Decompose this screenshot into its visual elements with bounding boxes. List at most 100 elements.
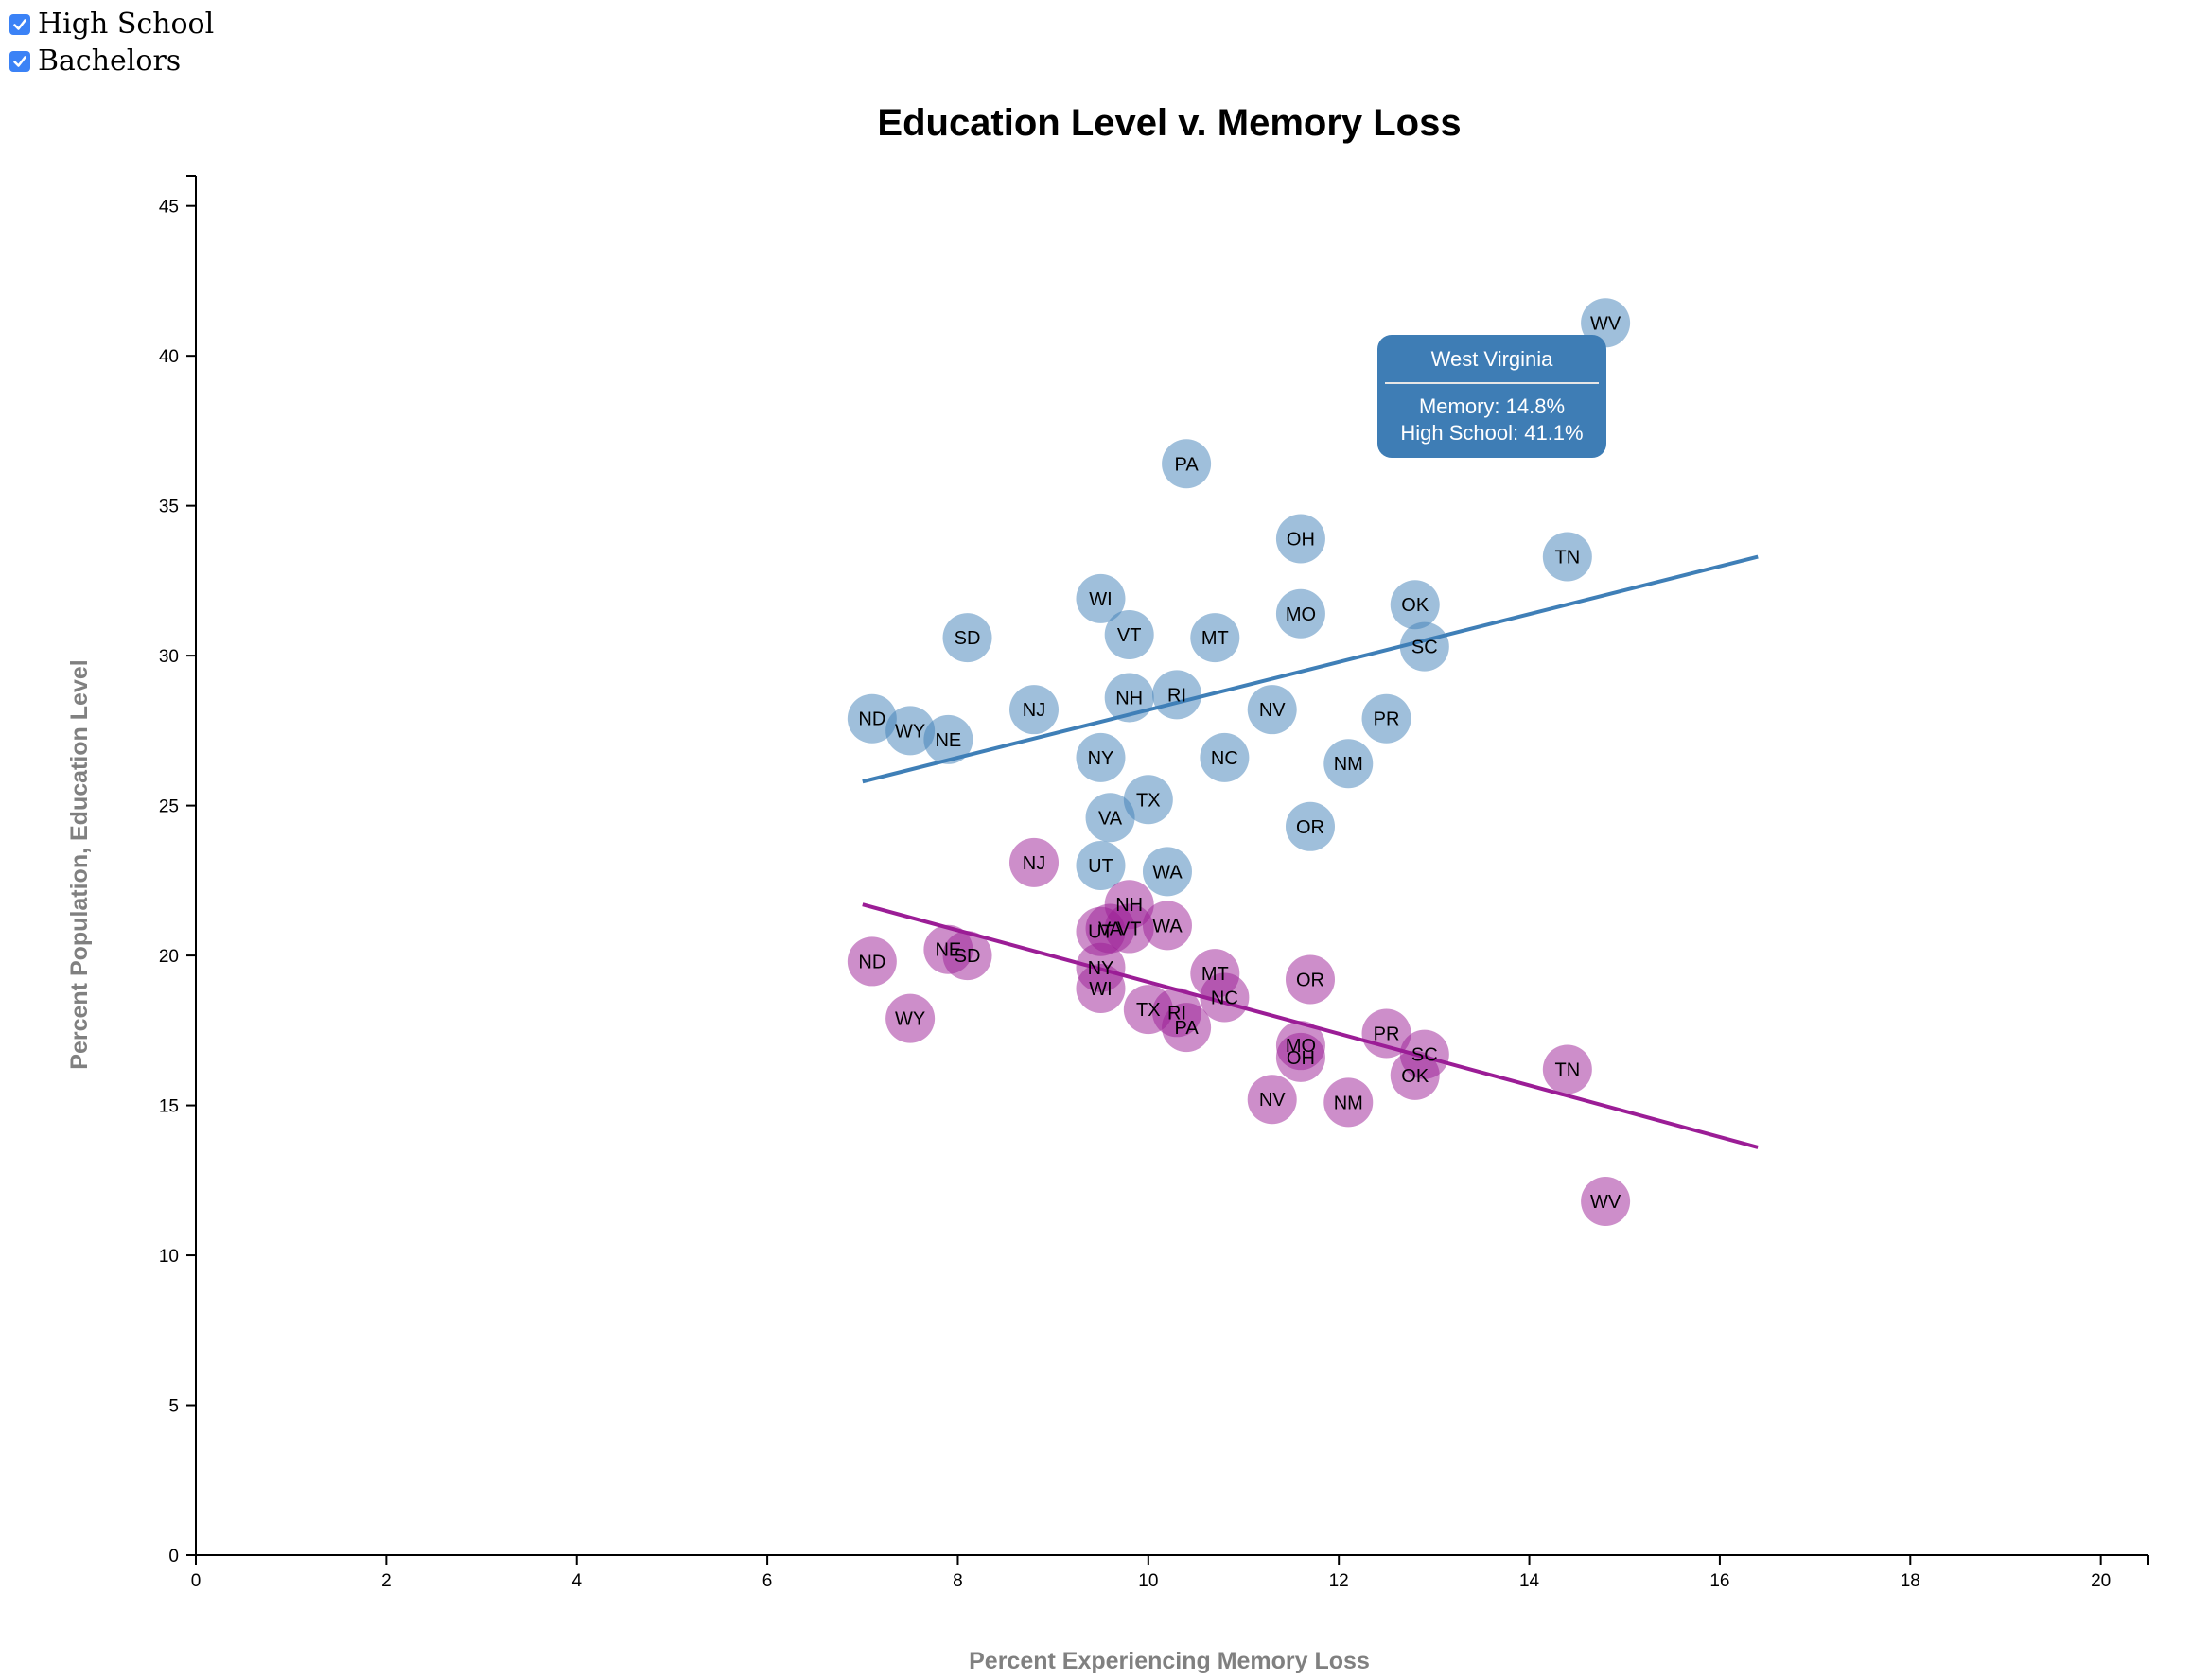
- point-bachelors-oh[interactable]: [1275, 1032, 1325, 1082]
- point-bachelors-ok[interactable]: [1390, 1050, 1440, 1100]
- y-axis-label: Percent Population, Education Level: [66, 659, 93, 1069]
- y-tick-label: 45: [159, 198, 179, 218]
- point-label: SD: [955, 946, 981, 967]
- point-label: NY: [1088, 958, 1114, 979]
- point-bachelors-nj[interactable]: [1009, 837, 1060, 887]
- point-bachelors-wv[interactable]: [1581, 1176, 1631, 1226]
- point-bachelors-ut[interactable]: [1076, 906, 1126, 956]
- point-label: WV: [1590, 1192, 1621, 1213]
- toggle-high-school-label: High School: [38, 8, 215, 41]
- x-tick-label: 16: [1709, 1571, 1729, 1591]
- y-tick-label: 10: [159, 1247, 179, 1267]
- point-high-school-wy[interactable]: [885, 706, 936, 756]
- point-high-school-ut[interactable]: [1076, 841, 1126, 890]
- point-label: NM: [1334, 754, 1363, 775]
- point-label: OK: [1401, 1066, 1429, 1087]
- x-tick-label: 2: [381, 1571, 392, 1591]
- point-high-school-oh[interactable]: [1275, 514, 1325, 564]
- point-label: MT: [1201, 628, 1229, 649]
- point-label: TX: [1136, 1000, 1161, 1021]
- point-high-school-nj[interactable]: [1009, 685, 1060, 735]
- point-high-school-pa[interactable]: [1162, 439, 1212, 489]
- y-tick-label: 15: [159, 1097, 179, 1117]
- point-label: WI: [1089, 979, 1112, 1000]
- toggle-high-school[interactable]: High School: [9, 6, 214, 43]
- point-high-school-tx[interactable]: [1123, 775, 1173, 825]
- point-label: VA: [1098, 919, 1123, 940]
- point-high-school-ri[interactable]: [1152, 670, 1202, 720]
- point-high-school-ny[interactable]: [1076, 732, 1126, 782]
- point-bachelors-nm[interactable]: [1323, 1077, 1374, 1128]
- series-toggle-panel: High School Bachelors: [9, 6, 214, 79]
- point-bachelors-or[interactable]: [1285, 954, 1335, 1005]
- point-label: NC: [1211, 748, 1238, 769]
- chart-title: Education Level v. Memory Loss: [877, 102, 1461, 144]
- point-high-school-ok[interactable]: [1390, 580, 1440, 630]
- point-label: SD: [955, 628, 981, 649]
- point-high-school-ne[interactable]: [923, 714, 973, 764]
- point-bachelors-nv[interactable]: [1247, 1075, 1297, 1125]
- point-high-school-mo[interactable]: [1275, 588, 1325, 639]
- point-label: PA: [1175, 454, 1200, 475]
- point-label: MT: [1201, 964, 1229, 985]
- point-label: NV: [1259, 1090, 1286, 1111]
- checkbox-checked-icon[interactable]: [9, 50, 30, 72]
- point-bachelors-wi[interactable]: [1076, 963, 1126, 1013]
- point-bachelors-pa[interactable]: [1162, 1003, 1212, 1053]
- point-label: OH: [1287, 530, 1315, 551]
- point-label: PA: [1175, 1018, 1200, 1039]
- point-bachelors-wa[interactable]: [1142, 901, 1192, 951]
- point-high-school-nc[interactable]: [1200, 732, 1250, 782]
- point-label: PR: [1374, 1024, 1400, 1044]
- x-tick-label: 14: [1519, 1571, 1540, 1591]
- point-bachelors-tn[interactable]: [1542, 1044, 1592, 1094]
- x-tick-label: 10: [1138, 1571, 1158, 1591]
- tooltip-value: High School: 41.1%: [1400, 421, 1584, 445]
- point-label: NH: [1115, 689, 1143, 709]
- point-label: SC: [1411, 1045, 1438, 1066]
- toggle-bachelors[interactable]: Bachelors: [9, 43, 214, 79]
- point-bachelors-pr[interactable]: [1361, 1008, 1411, 1059]
- point-label: NJ: [1023, 700, 1045, 721]
- point-high-school-sd[interactable]: [942, 613, 992, 663]
- point-label: MO: [1286, 1036, 1316, 1057]
- point-label: ND: [858, 709, 885, 730]
- point-high-school-nd[interactable]: [847, 693, 897, 744]
- point-high-school-pr[interactable]: [1361, 693, 1411, 744]
- series-high-school: WV PA OH TN WI OK MO SD VT MT SC NH RI NJ NV ND PR WY NE NY…: [847, 298, 1631, 897]
- x-tick-label: 8: [953, 1571, 963, 1591]
- tooltip-title: West Virginia: [1385, 346, 1599, 384]
- point-bachelors-sd[interactable]: [942, 931, 992, 981]
- point-label: RI: [1167, 1003, 1186, 1024]
- point-high-school-wi[interactable]: [1076, 573, 1126, 623]
- point-high-school-wa[interactable]: [1142, 847, 1192, 897]
- point-bachelors-nc[interactable]: [1200, 972, 1250, 1023]
- point-label: OK: [1401, 595, 1429, 616]
- point-bachelors-nd[interactable]: [847, 936, 897, 987]
- point-high-school-nm[interactable]: [1323, 739, 1374, 789]
- y-tick-label: 40: [159, 347, 179, 367]
- point-label: TN: [1554, 1060, 1580, 1081]
- point-label: WY: [895, 721, 925, 742]
- point-high-school-nh[interactable]: [1104, 673, 1154, 723]
- point-label: VT: [1117, 625, 1142, 646]
- checkbox-checked-icon[interactable]: [9, 13, 30, 35]
- point-label: WA: [1152, 862, 1183, 883]
- point-high-school-sc[interactable]: [1399, 621, 1449, 672]
- point-high-school-mt[interactable]: [1190, 613, 1240, 663]
- point-high-school-or[interactable]: [1285, 801, 1335, 851]
- point-label: VA: [1098, 808, 1123, 829]
- point-high-school-nv[interactable]: [1247, 685, 1297, 735]
- trendline-high-school: [862, 554, 1759, 784]
- point-label: OH: [1287, 1048, 1315, 1069]
- point-bachelors-wy[interactable]: [885, 993, 936, 1043]
- x-tick-label: 4: [571, 1571, 582, 1591]
- x-axis-label: Percent Experiencing Memory Loss: [969, 1648, 1370, 1674]
- data-tooltip: West Virginia Memory: 14.8% High School:…: [1377, 335, 1606, 458]
- point-high-school-tn[interactable]: [1542, 532, 1592, 582]
- point-label: NY: [1088, 748, 1114, 769]
- point-high-school-va[interactable]: [1085, 793, 1135, 843]
- point-label: RI: [1167, 685, 1186, 706]
- point-high-school-vt[interactable]: [1104, 609, 1154, 659]
